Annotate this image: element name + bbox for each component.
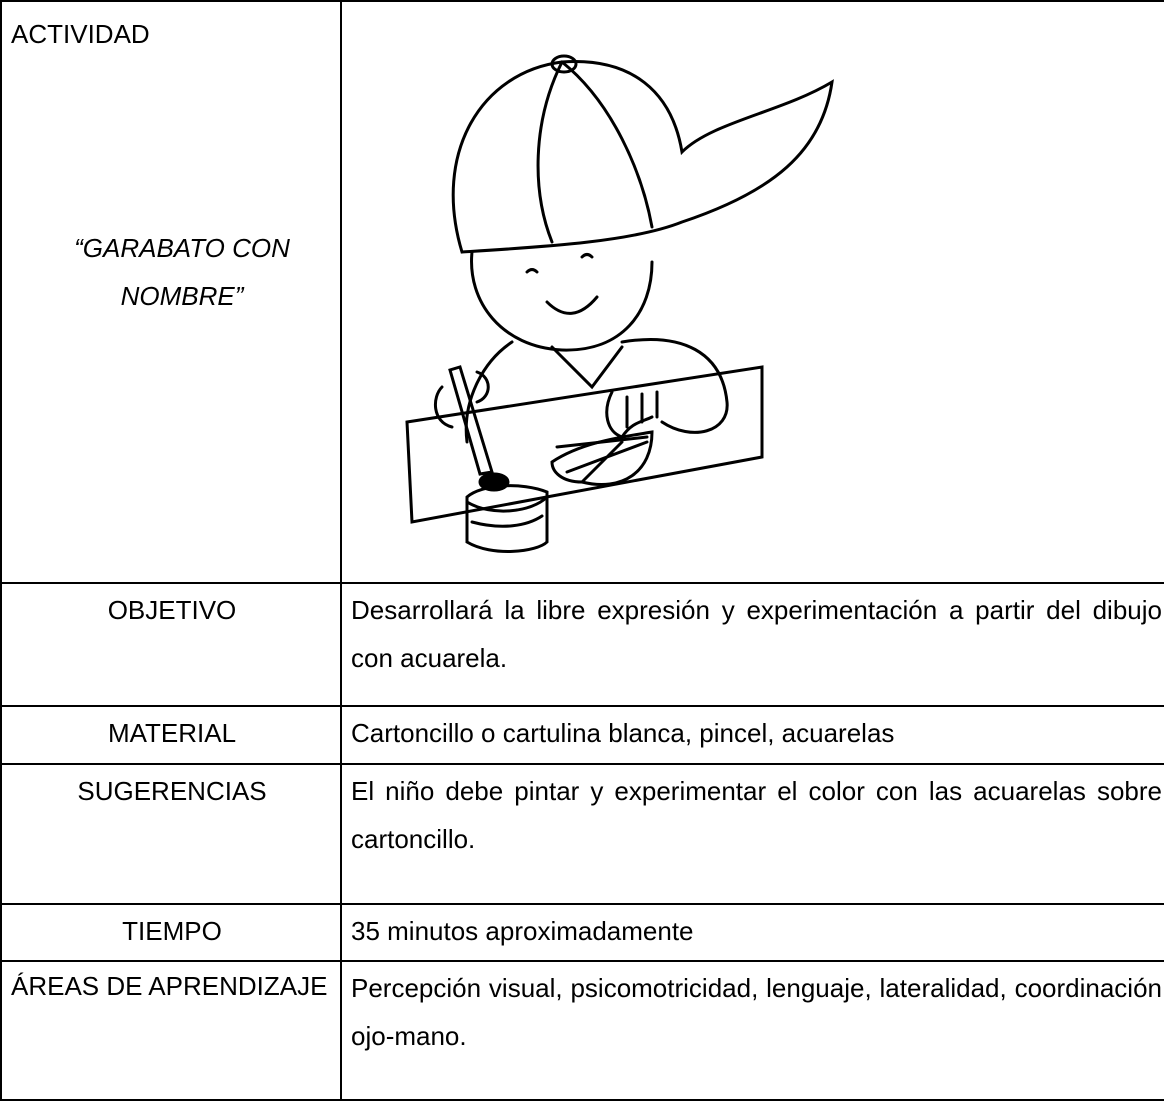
row-text: Percepción visual, psicomotricidad, leng… [340,960,1164,1101]
row-text: Cartoncillo o cartulina blanca, pincel, … [340,705,1164,765]
table-border [0,1099,1164,1101]
activity-cell: ACTIVIDAD “GARABATO CON NOMBRE” [0,0,342,584]
row-label: OBJETIVO [0,582,342,707]
activity-label: ACTIVIDAD [11,19,150,49]
activity-title: “GARABATO CON NOMBRE” [74,233,290,311]
image-cell [340,0,1164,584]
illustration [405,54,834,553]
row-label: TIEMPO [0,903,342,962]
row-text: Desarrollará la libre expresión y experi… [340,582,1164,707]
row-label: MATERIAL [0,705,342,765]
row-label: ÁREAS DE APRENDIZAJE [0,960,342,1101]
row-text: El niño debe pintar y experimentar el co… [340,763,1164,905]
row-label: SUGERENCIAS [0,763,342,905]
row-text: 35 minutos aproximadamente [340,903,1164,962]
